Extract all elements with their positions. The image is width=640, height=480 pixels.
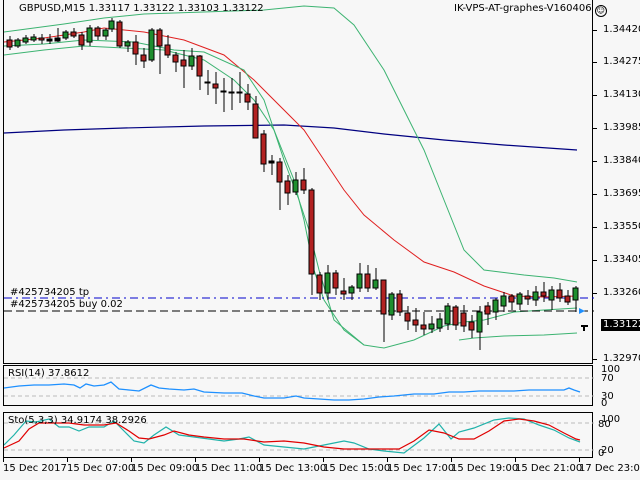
time-label: 15 Dec 07:00: [67, 463, 135, 474]
price-label: 1.34130: [603, 89, 640, 100]
buy-arrow-icon: [579, 308, 585, 314]
fast-ma-line: [4, 27, 578, 298]
stoch-level: 100: [601, 414, 621, 425]
time-label: 17 Dec 23:00: [579, 463, 640, 474]
stochastic-panel[interactable]: Sto(5,3,3) 34.9174 38.2926: [3, 412, 594, 458]
current-price-box: 1.33122: [601, 319, 640, 331]
price-chart-canvas[interactable]: [4, 0, 594, 364]
price-label: 1.33695: [603, 188, 640, 199]
expert-name: IK-VPS-AT-graphes-V160406 ☺: [454, 3, 607, 17]
bollinger-upper: [4, 5, 578, 283]
price-label: 1.34275: [603, 56, 640, 67]
stochastic-canvas: [4, 417, 594, 454]
time-label: 15 Dec 17:00: [387, 463, 455, 474]
stoch-signal-line: [4, 418, 581, 450]
time-label: 15 Dec 19:00: [451, 463, 519, 474]
current-tick-marker: [581, 325, 588, 331]
stochastic-title: Sto(5,3,3) 34.9174 38.2926: [8, 415, 147, 426]
stoch-level: 20: [601, 445, 614, 456]
rsi-canvas: [4, 377, 594, 401]
time-label: 15 Dec 13:00: [259, 463, 327, 474]
rsi-title: RSI(14) 37.8612: [8, 368, 90, 379]
price-label: 1.33260: [603, 287, 640, 298]
tp-label: #425734205 tp: [10, 287, 90, 298]
candles: [6, 18, 579, 350]
symbol-info: GBPUSD,M15 1.33117 1.33122 1.33103 1.331…: [19, 3, 264, 14]
stoch-level: 80: [598, 419, 611, 430]
rsi-level: 30: [601, 391, 614, 402]
price-label: 1.33550: [603, 221, 640, 232]
main-chart-panel[interactable]: GBPUSD,M15 1.33117 1.33122 1.33103 1.331…: [3, 0, 607, 364]
price-label: 1.32970: [603, 353, 640, 364]
price-label: 1.33405: [603, 254, 640, 265]
rsi-level: 100: [601, 364, 621, 375]
stoch-level: 0: [598, 448, 605, 459]
time-label: 15 Dec 2017: [3, 463, 67, 474]
slow-ma-line: [4, 124, 578, 151]
price-label: 1.34420: [603, 24, 640, 35]
price-label: 1.33840: [603, 155, 640, 166]
time-label: 15 Dec 15:00: [323, 463, 391, 474]
rsi-level: 70: [601, 373, 614, 384]
expert-name-label: IK-VPS-AT-graphes-V160406: [454, 3, 592, 14]
price-label: 1.33985: [603, 122, 640, 133]
rsi-panel[interactable]: RSI(14) 37.8612: [3, 365, 594, 406]
smiley-icon[interactable]: ☺: [594, 5, 607, 17]
time-label: 15 Dec 11:00: [195, 463, 263, 474]
stoch-main-line: [4, 417, 581, 454]
rsi-level: 0: [601, 398, 608, 409]
bollinger-lower-tail: [458, 332, 578, 341]
buy-label: #425734205 buy 0.02: [10, 299, 123, 310]
rsi-line: [4, 381, 581, 401]
time-label: 15 Dec 09:00: [131, 463, 199, 474]
time-label: 15 Dec 21:00: [515, 463, 583, 474]
